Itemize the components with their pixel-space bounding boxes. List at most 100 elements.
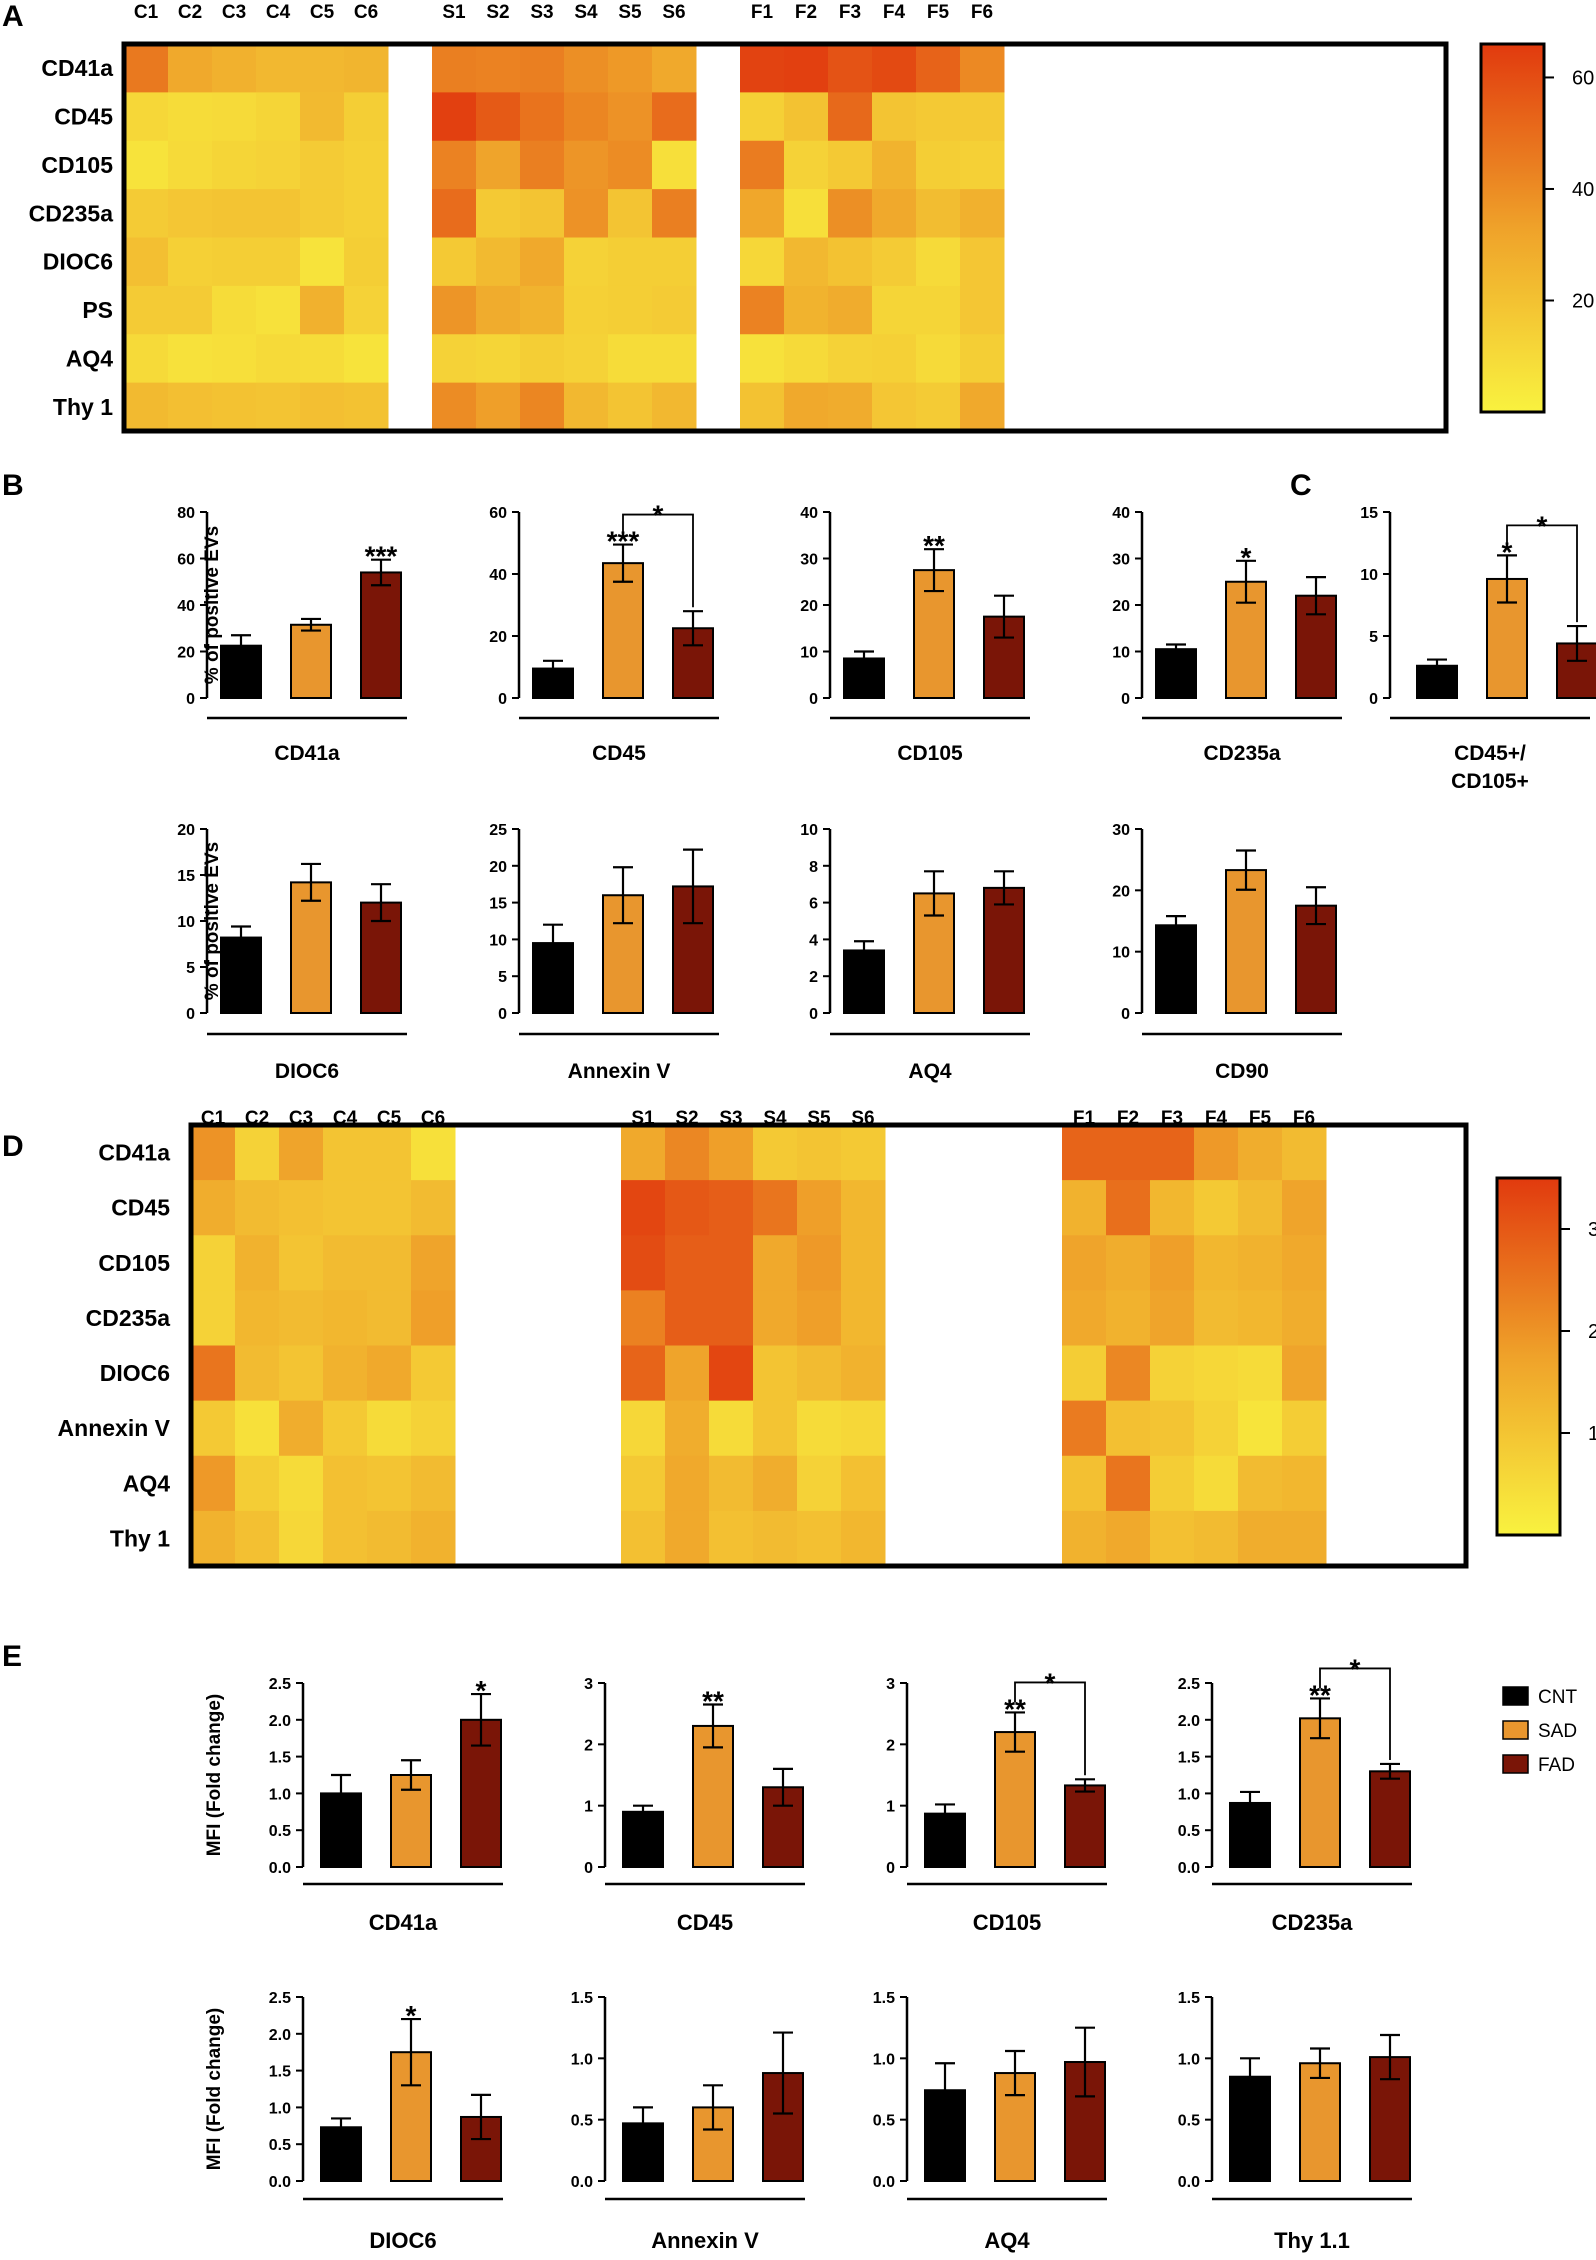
heatmap-cell bbox=[1238, 1125, 1283, 1181]
heatmap-cell bbox=[872, 44, 917, 93]
bar-sad bbox=[692, 1724, 734, 1869]
subplot-title: DIOC6 bbox=[275, 1060, 339, 1083]
y-tick-label: 80 bbox=[177, 505, 195, 522]
legend-label-cnt: CNT bbox=[1538, 1687, 1577, 1708]
heatmap-cell bbox=[1062, 1455, 1107, 1512]
heatmap-cell bbox=[564, 382, 609, 432]
row-label: CD45 bbox=[111, 1195, 170, 1221]
heatmap-cell bbox=[564, 334, 609, 384]
heatmap-cell bbox=[841, 1290, 886, 1346]
row-label: CD41a bbox=[41, 55, 113, 81]
heatmap-cell bbox=[1194, 1180, 1239, 1236]
panel-label-c: C bbox=[1290, 469, 1312, 502]
heatmap-cell bbox=[828, 334, 873, 384]
bar-cnt bbox=[622, 1810, 664, 1869]
heatmap-cell bbox=[1150, 1510, 1195, 1567]
heatmap-cell bbox=[212, 189, 257, 238]
heatmap-d: C1 C2 C3 C4 C5 C6 S1 S2 S3 S4 S5 S6 F1 F2 F3 F4 F5 F6CD41… bbox=[58, 1108, 1596, 1569]
y-tick-label: 0.5 bbox=[269, 2137, 291, 2154]
heatmap-cell bbox=[520, 334, 565, 384]
heatmap-cell bbox=[344, 92, 389, 142]
legend-label-sad: SAD bbox=[1538, 1721, 1577, 1742]
y-tick-label: 2 bbox=[584, 1737, 593, 1754]
significance-bracket bbox=[1506, 524, 1578, 623]
heatmap-cell bbox=[740, 189, 785, 238]
heatmap-cell bbox=[476, 285, 521, 335]
y-tick-label: 1.5 bbox=[873, 1990, 895, 2007]
heatmap-cell bbox=[608, 285, 653, 335]
y-tick-label: 1.5 bbox=[269, 1750, 291, 1767]
bar-fad bbox=[360, 571, 402, 700]
heatmap-cell bbox=[344, 382, 389, 432]
y-tick-label: 0 bbox=[584, 1860, 593, 1877]
heatmap-cell bbox=[1150, 1125, 1195, 1181]
heatmap-cell bbox=[168, 334, 213, 384]
heatmap-cell bbox=[1106, 1345, 1151, 1402]
y-tick-label: 0.0 bbox=[571, 2174, 593, 2191]
y-tick-label: 0.0 bbox=[1178, 1860, 1200, 1877]
heatmap-cell bbox=[124, 334, 169, 384]
panel-label-d: D bbox=[2, 1130, 24, 1163]
heatmap-cell bbox=[564, 189, 609, 238]
y-tick-label: 1.0 bbox=[571, 2051, 593, 2068]
heatmap-cell bbox=[476, 189, 521, 238]
heatmap-cell bbox=[608, 92, 653, 142]
significance-star: *** bbox=[365, 541, 398, 572]
heatmap-cell bbox=[1282, 1455, 1327, 1512]
bracket-star: * bbox=[653, 500, 664, 531]
column-label: F6 bbox=[971, 2, 993, 23]
significance-star: ** bbox=[1309, 1679, 1331, 1710]
heatmap-cell bbox=[1282, 1125, 1327, 1181]
y-tick-label: 30 bbox=[800, 552, 818, 569]
y-tick-label: 10 bbox=[489, 932, 507, 949]
heatmap-cell bbox=[191, 1400, 236, 1457]
heatmap-cell bbox=[520, 189, 565, 238]
heatmap-cell bbox=[367, 1510, 412, 1567]
heatmap-cell bbox=[300, 382, 345, 432]
heatmap-cell bbox=[191, 1455, 236, 1512]
y-tick-label: 0.5 bbox=[873, 2113, 895, 2130]
heatmap-cell bbox=[740, 92, 785, 142]
heatmap-cell bbox=[256, 285, 301, 335]
heatmap-cell bbox=[753, 1235, 798, 1291]
y-tick-label: 1.5 bbox=[269, 2064, 291, 2081]
y-tick-label: 20 bbox=[177, 822, 195, 839]
heatmap-cell bbox=[191, 1125, 236, 1181]
y-tick-label: 1 bbox=[886, 1799, 895, 1816]
bar-sad bbox=[1225, 869, 1267, 1014]
y-tick-label: 0 bbox=[186, 691, 195, 708]
legend-swatch-fad bbox=[1502, 1754, 1529, 1774]
column-label: F4 bbox=[883, 2, 906, 23]
y-axis-label: % of positive EVs bbox=[202, 842, 223, 1000]
heatmap-cell bbox=[1282, 1400, 1327, 1457]
heatmap-cell bbox=[323, 1345, 368, 1402]
heatmap-cell bbox=[872, 237, 917, 287]
heatmap-cell bbox=[1106, 1400, 1151, 1457]
heatmap-cell bbox=[168, 382, 213, 432]
heatmap-cell bbox=[608, 189, 653, 238]
heatmap-cell bbox=[191, 1290, 236, 1346]
heatmap-cell bbox=[916, 189, 961, 238]
heatmap-cell bbox=[1282, 1290, 1327, 1346]
subplot-title: CD235a bbox=[1272, 1910, 1353, 1935]
legend-label-fad: FAD bbox=[1538, 1755, 1575, 1776]
legend-swatch-sad bbox=[1502, 1720, 1529, 1740]
colorbar-tick-label: 40 bbox=[1572, 179, 1594, 201]
heatmap-cell bbox=[411, 1290, 456, 1346]
heatmap-cell bbox=[1062, 1345, 1107, 1402]
heatmap-cell bbox=[300, 237, 345, 287]
column-label: S3 bbox=[530, 2, 553, 23]
significance-bracket bbox=[1014, 1681, 1086, 1776]
y-tick-label: 30 bbox=[1112, 822, 1130, 839]
heatmap-frame bbox=[188, 1122, 1469, 1569]
heatmap-cell bbox=[1194, 1345, 1239, 1402]
column-label: S5 bbox=[618, 2, 642, 23]
heatmap-cell bbox=[709, 1290, 754, 1346]
heatmap-cell bbox=[323, 1400, 368, 1457]
y-tick-label: 1.0 bbox=[269, 1786, 291, 1803]
column-label: C1 bbox=[134, 2, 159, 23]
heatmap-cell bbox=[212, 237, 257, 287]
heatmap-cell bbox=[323, 1235, 368, 1291]
row-label: Thy 1 bbox=[110, 1525, 170, 1551]
y-tick-label: 5 bbox=[1369, 629, 1378, 646]
